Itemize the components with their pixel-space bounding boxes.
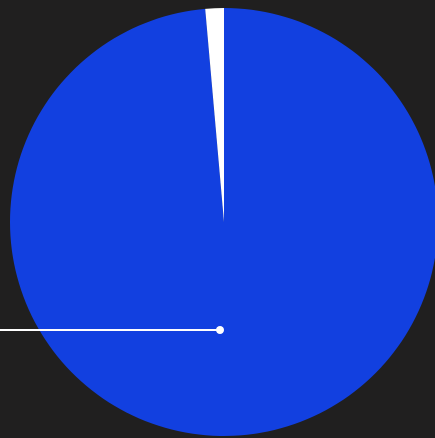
leader-dot [216, 326, 224, 334]
pie-slice-1 [10, 8, 435, 436]
pie-slice-2 [205, 8, 224, 222]
